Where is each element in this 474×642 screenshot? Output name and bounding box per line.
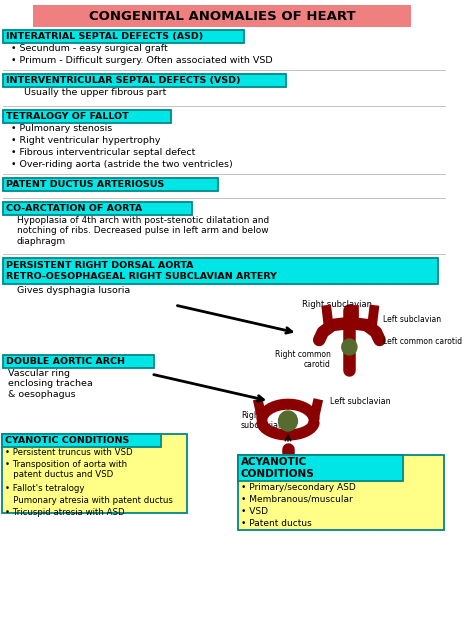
- Text: • VSD: • VSD: [241, 507, 268, 516]
- Text: • Fallot's tetralogy: • Fallot's tetralogy: [5, 484, 84, 493]
- Text: Hypoplasia of 4th arch with post-stenotic dilatation and
notching of ribs. Decre: Hypoplasia of 4th arch with post-stenoti…: [17, 216, 269, 246]
- Text: INTERATRIAL SEPTAL DEFECTS (ASD): INTERATRIAL SEPTAL DEFECTS (ASD): [6, 32, 203, 41]
- FancyBboxPatch shape: [3, 30, 244, 43]
- Circle shape: [342, 339, 357, 355]
- Text: INTERVENTRICULAR SEPTAL DEFECTS (VSD): INTERVENTRICULAR SEPTAL DEFECTS (VSD): [6, 76, 240, 85]
- Text: Left subclavian: Left subclavian: [383, 315, 441, 324]
- Text: • Secundum - easy surgical graft: • Secundum - easy surgical graft: [11, 44, 168, 53]
- Text: CO-ARCTATION OF AORTA: CO-ARCTATION OF AORTA: [6, 204, 142, 213]
- Text: • Pulmonary stenosis: • Pulmonary stenosis: [11, 124, 113, 133]
- Text: • Primum - Difficult surgery. Often associated with VSD: • Primum - Difficult surgery. Often asso…: [11, 56, 273, 65]
- Text: • Primary/secondary ASD: • Primary/secondary ASD: [241, 483, 356, 492]
- Text: • Right ventricular hypertrophy: • Right ventricular hypertrophy: [11, 136, 161, 145]
- FancyBboxPatch shape: [238, 455, 403, 481]
- FancyBboxPatch shape: [3, 202, 191, 215]
- Text: Right
subclavian: Right subclavian: [241, 411, 284, 430]
- Text: Right subclavian: Right subclavian: [302, 300, 372, 309]
- Text: PATENT DUCTUS ARTERIOSUS: PATENT DUCTUS ARTERIOSUS: [6, 180, 164, 189]
- Text: • Persistent truncus with VSD: • Persistent truncus with VSD: [5, 448, 132, 457]
- Text: • Transposition of aorta with
   patent ductus and VSD: • Transposition of aorta with patent duc…: [5, 460, 127, 480]
- FancyBboxPatch shape: [33, 5, 411, 27]
- Text: • Patent ductus: • Patent ductus: [241, 519, 311, 528]
- Text: • Fibrous interventricular septal defect: • Fibrous interventricular septal defect: [11, 148, 196, 157]
- Text: Vascular ring
enclosing trachea
& oesophagus: Vascular ring enclosing trachea & oesoph…: [8, 369, 92, 399]
- FancyBboxPatch shape: [3, 74, 286, 87]
- FancyBboxPatch shape: [3, 258, 438, 284]
- Text: Pumonary atresia with patent ductus: Pumonary atresia with patent ductus: [5, 496, 173, 505]
- Text: CYANOTIC CONDITIONS: CYANOTIC CONDITIONS: [5, 436, 129, 445]
- Text: Right common
carotid: Right common carotid: [274, 350, 330, 369]
- FancyBboxPatch shape: [2, 434, 161, 447]
- Text: CONGENITAL ANOMALIES OF HEART: CONGENITAL ANOMALIES OF HEART: [89, 10, 355, 22]
- Text: DOUBLE AORTIC ARCH: DOUBLE AORTIC ARCH: [6, 357, 125, 366]
- Text: ACYANOTIC
CONDITIONS: ACYANOTIC CONDITIONS: [241, 457, 315, 479]
- Circle shape: [279, 411, 298, 431]
- Text: • Membranous/muscular: • Membranous/muscular: [241, 495, 353, 504]
- Text: • Tricuspid atresia with ASD: • Tricuspid atresia with ASD: [5, 508, 124, 517]
- Text: PERSISTENT RIGHT DORSAL AORTA
RETRO-OESOPHAGEAL RIGHT SUBCLAVIAN ARTERY: PERSISTENT RIGHT DORSAL AORTA RETRO-OESO…: [6, 261, 276, 281]
- Text: Gives dysphagia lusoria: Gives dysphagia lusoria: [17, 286, 130, 295]
- Text: TETRALOGY OF FALLOT: TETRALOGY OF FALLOT: [6, 112, 128, 121]
- FancyBboxPatch shape: [3, 178, 218, 191]
- Text: • Over-riding aorta (astride the two ventricles): • Over-riding aorta (astride the two ven…: [11, 160, 233, 169]
- Text: Left common carotid: Left common carotid: [383, 337, 463, 346]
- Text: Left subclavian: Left subclavian: [330, 397, 391, 406]
- Text: Usually the upper fibrous part: Usually the upper fibrous part: [24, 88, 166, 97]
- FancyBboxPatch shape: [3, 110, 171, 123]
- FancyBboxPatch shape: [238, 455, 444, 530]
- FancyBboxPatch shape: [2, 434, 187, 513]
- FancyBboxPatch shape: [3, 355, 154, 368]
